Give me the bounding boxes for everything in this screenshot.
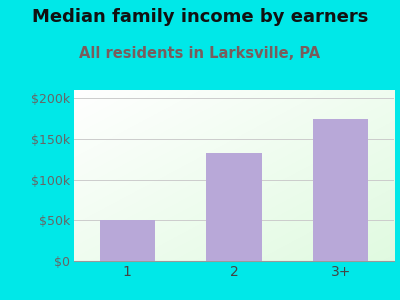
Bar <box>100 220 155 261</box>
Bar <box>206 153 262 261</box>
Text: All residents in Larksville, PA: All residents in Larksville, PA <box>80 46 320 62</box>
Text: Median family income by earners: Median family income by earners <box>32 8 368 26</box>
Bar <box>313 118 368 261</box>
